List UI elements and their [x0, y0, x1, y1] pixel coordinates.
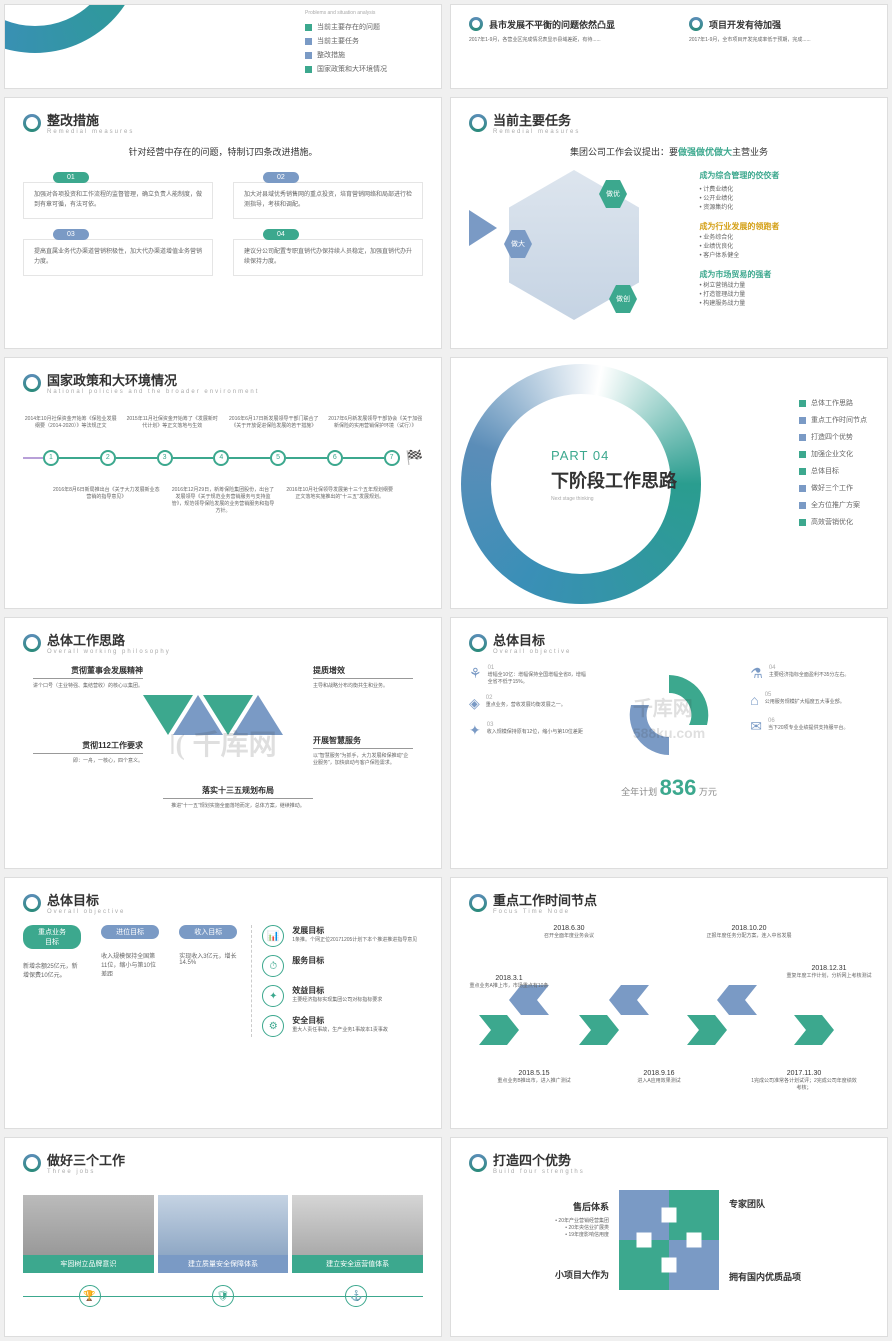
- slide-7: ǀ( 千库网 总体工作思路Overall working philosophy …: [4, 617, 442, 869]
- s1-i0: 当前主要存在的问题: [305, 22, 387, 32]
- slide-4: 当前主要任务Remedial measures 集团公司工作会议提出：要做强做优…: [450, 97, 888, 349]
- s6-sub: Next stage thinking: [551, 496, 677, 502]
- s2-t2: 2017年1-9月，全市项目开发完成率低于预期，完成......: [689, 37, 869, 45]
- slide-12: 打造四个优势Build four strengths 售后体系 • 20年产业营…: [450, 1137, 888, 1337]
- slide-10: 重点工作时间节点Focus Time Node 2018.3.1重点业务A推上市…: [450, 877, 888, 1129]
- slide-grid: Problems and situation analysis 当前主要存在的问…: [0, 0, 892, 1341]
- slide-1: Problems and situation analysis 当前主要存在的问…: [4, 4, 442, 89]
- s1-i2: 整改措施: [305, 50, 387, 60]
- s3-lead: 针对经营中存在的问题，特制订四条改进措施。: [23, 145, 423, 158]
- slide-6: PART 04 下阶段工作思路 Next stage thinking 总体工作…: [450, 357, 888, 609]
- s2-h1: 县市发展不平衡的问题依然凸显: [489, 18, 615, 31]
- s5-title: 国家政策和大环境情况: [47, 370, 259, 389]
- s3-title: 整改措施: [47, 110, 134, 129]
- puzzle-icon: [619, 1190, 719, 1290]
- s3-b2: 02: [263, 172, 299, 183]
- slide-3: 整改措施Remedial measures 针对经营中存在的问题，特制订四条改进…: [4, 97, 442, 349]
- s1-i3: 国家政策和大环境情况: [305, 64, 387, 74]
- s3-b1: 01: [53, 172, 89, 183]
- s4-sub: Remedial measures: [493, 129, 580, 135]
- s3-t2: 加大对县域优秀销售网的重点投资，培育营销网络和局部进行检测指导，考核和调配。: [233, 182, 423, 219]
- slide1-sub: Problems and situation analysis: [305, 10, 387, 16]
- s3-sub: Remedial measures: [47, 129, 134, 135]
- s3-t4: 建议分公司配置专职直销代办保持续人员稳定，加强直销代办升续保持力度。: [233, 239, 423, 276]
- slide-11: 做好三个工作Three jobs 牢固树立品牌意识 建立质量安全保障体系 建立安…: [4, 1137, 442, 1337]
- s3-b4: 04: [263, 229, 299, 240]
- slide-9: 总体目标Overall objective 重点业务目标新增余额25亿元，新增保…: [4, 877, 442, 1129]
- s3-b3: 03: [53, 229, 89, 240]
- s4-h2: 成为行业发展的领跑者: [699, 221, 869, 232]
- timeline: 1234567 🏁: [23, 449, 423, 466]
- slide-8: 千库网588ku.com 总体目标Overall objective ⚘01增幅…: [450, 617, 888, 869]
- s4-title: 当前主要任务: [493, 110, 580, 129]
- s6-part: PART 04: [551, 448, 677, 463]
- s4-h1: 成为综合管理的佼佼者: [699, 170, 869, 181]
- s6-title: 下阶段工作思路: [551, 467, 677, 493]
- s3-t3: 提高直属业务代办渠道营销积极性，加大代办渠道增值业务营销力度。: [23, 239, 213, 276]
- s2-h2: 项目开发有待加强: [709, 18, 781, 31]
- slide-2: 县市发展不平衡的问题依然凸显 2017年1-9月，各营业区完成情况表显示县域差距…: [450, 4, 888, 89]
- s3-t1: 加强对各项投资和工作流程的监督管理，确立负责人能制度，做到有章可循，有法可依。: [23, 182, 213, 219]
- s2-t1: 2017年1-9月，各营业区完成情况表显示县域差距，有待......: [469, 37, 649, 45]
- slide-5: 国家政策和大环境情况National policies and the broa…: [4, 357, 442, 609]
- s1-i1: 当前主要任务: [305, 36, 387, 46]
- s4-h3: 成为市场贸易的强者: [699, 269, 869, 280]
- s4-i1-0: • 计费业绩化: [699, 184, 869, 193]
- s5-sub: National policies and the broader enviro…: [47, 389, 259, 395]
